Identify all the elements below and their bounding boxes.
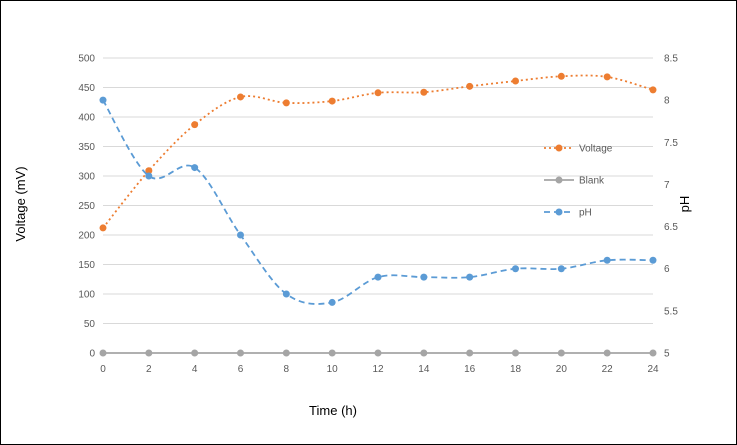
data-point-voltage	[420, 88, 428, 96]
data-point-voltage	[328, 97, 336, 105]
data-point-blank	[145, 349, 153, 357]
data-point-ph	[649, 256, 657, 264]
x-tick-label: 2	[146, 364, 152, 375]
x-tick-label: 10	[327, 364, 339, 375]
data-point-blank	[237, 349, 244, 357]
y2-tick-label: 5	[664, 349, 670, 360]
x-tick-label: 22	[602, 364, 614, 375]
y2-tick-label: 6	[664, 264, 670, 275]
y-axis-left-ticks: 0 50 100 150 200 250 300 350 400 450 500	[78, 54, 95, 360]
data-point-ph	[420, 273, 428, 281]
x-tick-label: 12	[372, 364, 384, 375]
y-axis-right-title: pH	[677, 196, 692, 213]
y2-tick-label: 7.5	[664, 138, 678, 149]
y-tick-label: 450	[78, 83, 95, 94]
data-point-ph	[557, 265, 565, 273]
data-point-ph	[603, 256, 611, 264]
x-tick-label: 8	[284, 364, 290, 375]
data-point-ph	[466, 273, 474, 281]
data-point-blank	[603, 349, 611, 357]
y-axis-right-ticks: 5 5.5 6 6.5 7 7.5 8 8.5	[664, 54, 678, 360]
y-tick-label: 150	[78, 260, 95, 271]
y-tick-label: 100	[78, 290, 95, 301]
data-point-voltage	[282, 99, 290, 107]
x-tick-label: 4	[192, 364, 198, 375]
x-tick-label: 6	[238, 364, 244, 375]
data-point-blank	[328, 349, 336, 357]
data-point-ph	[374, 273, 382, 281]
data-point-voltage	[603, 73, 611, 81]
y-tick-label: 350	[78, 142, 95, 153]
data-point-voltage	[191, 121, 199, 129]
series-line-ph	[102, 99, 654, 305]
x-tick-label: 20	[556, 364, 568, 375]
data-point-voltage	[145, 167, 153, 175]
legend-label-voltage: Voltage	[579, 144, 613, 155]
y2-tick-label: 8	[664, 96, 670, 107]
data-point-blank	[191, 349, 199, 357]
x-tick-label: 14	[418, 364, 430, 375]
data-point-ph	[512, 265, 519, 273]
x-axis-title: Time (h)	[309, 403, 357, 418]
data-point-voltage	[466, 82, 474, 90]
y2-tick-label: 8.5	[664, 54, 678, 65]
y2-tick-label: 6.5	[664, 222, 678, 233]
data-point-blank	[420, 349, 428, 357]
legend-item-voltage: Voltage	[544, 144, 613, 155]
legend-marker-ph	[555, 208, 563, 216]
legend-marker-blank	[555, 176, 563, 184]
data-point-blank	[649, 349, 657, 357]
data-point-voltage	[512, 77, 519, 85]
data-point-voltage	[374, 89, 382, 97]
data-point-blank	[282, 349, 290, 357]
data-point-ph	[328, 298, 336, 306]
series-voltage	[99, 72, 657, 232]
y2-tick-label: 7	[664, 180, 670, 191]
y2-tick-label: 5.5	[664, 306, 678, 317]
data-point-blank	[512, 349, 519, 357]
y-tick-label: 0	[89, 349, 95, 360]
legend-item-blank: Blank	[544, 176, 605, 187]
data-point-ph	[237, 231, 244, 239]
y-tick-label: 50	[84, 319, 96, 330]
data-point-voltage	[237, 93, 244, 101]
series-layer	[99, 72, 657, 357]
data-point-blank	[557, 349, 565, 357]
gridlines	[103, 57, 653, 354]
data-point-blank	[466, 349, 474, 357]
x-axis-ticks: 0 2 4 6 8 10 12 14 16 18 20 22 24	[100, 364, 659, 375]
x-tick-label: 24	[647, 364, 659, 375]
y-tick-label: 400	[78, 113, 95, 124]
y-axis-left-title: Voltage (mV)	[13, 166, 28, 241]
x-tick-label: 18	[510, 364, 522, 375]
data-point-ph	[191, 164, 199, 172]
legend-marker-voltage	[555, 144, 563, 152]
legend: Voltage Blank pH	[544, 144, 613, 219]
data-point-ph	[145, 172, 153, 180]
legend-label-blank: Blank	[579, 176, 605, 187]
series-ph	[99, 96, 657, 306]
legend-item-ph: pH	[544, 208, 592, 219]
legend-label-ph: pH	[579, 208, 592, 219]
series-blank	[99, 349, 657, 357]
data-point-blank	[99, 349, 107, 357]
data-point-ph	[282, 290, 290, 298]
data-point-ph	[99, 96, 107, 104]
y-tick-label: 300	[78, 172, 95, 183]
y-tick-label: 250	[78, 201, 95, 212]
y-tick-label: 500	[78, 54, 95, 65]
x-tick-label: 0	[100, 364, 106, 375]
data-point-voltage	[557, 72, 565, 80]
data-point-voltage	[99, 224, 107, 232]
data-point-voltage	[649, 86, 657, 94]
data-point-blank	[374, 349, 382, 357]
y-tick-label: 200	[78, 231, 95, 242]
x-tick-label: 16	[464, 364, 476, 375]
